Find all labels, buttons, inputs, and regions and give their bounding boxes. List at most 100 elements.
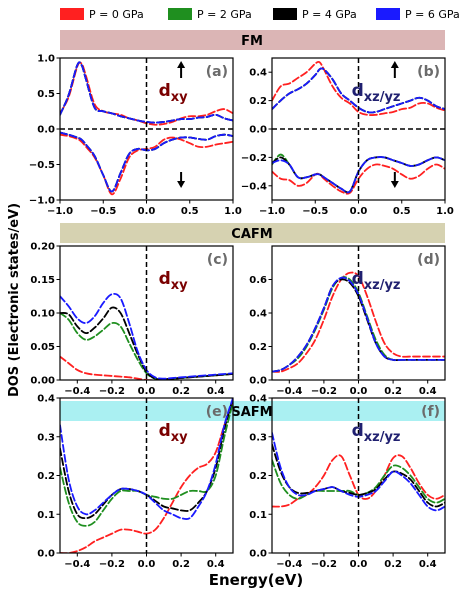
curves (272, 60, 445, 195)
legend-swatch (273, 8, 297, 20)
series-line-down (272, 156, 445, 194)
panel-e: −0.4 −0.2 0.0 0.2 0.4 0.0 0.1 0.2 0.3 0.4 (e) dxy (37, 394, 234, 570)
y-tick-label: 0.10 (30, 309, 55, 320)
x-tick-label: −0.5 (90, 206, 116, 217)
x-tick-label: 0.0 (350, 386, 368, 397)
x-tick-label: 0.0 (350, 559, 368, 570)
spin-up-arrow-icon (177, 61, 186, 78)
y-tick-label: −1.0 (29, 196, 55, 207)
series-line-down (60, 131, 233, 193)
y-tick-label: −0.2 (241, 153, 267, 164)
section-label: FM (241, 34, 263, 49)
y-tick-label: 0.2 (249, 96, 267, 107)
orbital-label: dxy (159, 421, 189, 445)
orbital-label: dxy (159, 269, 189, 293)
panel-f: −0.4 −0.2 0.0 0.2 0.4 0.0 0.1 0.2 0.3 0.4 (f) dxz/y… (249, 394, 446, 570)
y-tick-label: 0.1 (249, 510, 267, 521)
x-tick-label: −0.5 (302, 206, 328, 217)
curves (60, 61, 233, 196)
y-tick-label: 0.15 (30, 275, 55, 286)
legend-label: P = 4 GPa (302, 8, 357, 21)
legend-label: P = 6 GPa (405, 8, 460, 21)
panel-a: −1.0 −0.5 0.0 0.5 1.0 −1.0 −0.5 0.0 0.5 1.0 (a) dxy (29, 54, 242, 218)
y-tick-label: 0.4 (249, 394, 267, 405)
y-tick-label: 0.1 (37, 510, 55, 521)
legend: P = 0 GPa P = 2 GPa P = 4 GPa P = 6 GPa (60, 8, 460, 21)
y-tick-label: 0.4 (249, 68, 267, 79)
x-tick-label: 1.0 (224, 206, 242, 217)
legend-swatch (376, 8, 400, 20)
x-tick-label: −0.2 (99, 386, 125, 397)
y-tick-label: 1.0 (37, 54, 55, 65)
y-tick-label: 0.20 (30, 242, 55, 253)
x-tick-label: −0.4 (64, 559, 90, 570)
legend-swatch (60, 8, 84, 20)
y-tick-label: 0.0 (37, 125, 55, 136)
x-tick-label: 1.0 (436, 206, 454, 217)
x-tick-label: −0.2 (311, 386, 337, 397)
panel-b: −1.0 −0.5 0.0 0.5 1.0 −0.4 −0.2 0.0 0.2 0.4 (b) dxz… (241, 57, 454, 217)
section-bands: FM CAFM SAFM (60, 30, 445, 421)
x-axis-label: Energy(eV) (209, 571, 304, 589)
x-tick-label: 0.4 (207, 559, 225, 570)
y-tick-label: 0.2 (249, 342, 267, 353)
series-line-down (272, 163, 445, 195)
legend-label: P = 0 GPa (89, 8, 144, 21)
x-tick-label: 0.5 (181, 206, 199, 217)
panel-label: (f) (421, 404, 440, 420)
y-tick-label: 0.0 (249, 549, 267, 560)
series-line-up (272, 271, 445, 373)
y-axis-label: DOS (Electronic states/eV) (7, 203, 22, 397)
section-band (60, 223, 445, 243)
x-tick-label: 0.2 (172, 386, 190, 397)
section-band (60, 401, 445, 421)
y-tick-label: 0.6 (249, 275, 267, 286)
panel-label: (c) (207, 252, 228, 268)
panel-label: (b) (417, 64, 440, 80)
orbital-label: dxy (159, 81, 189, 105)
panels: −1.0 −0.5 0.0 0.5 1.0 −1.0 −0.5 0.0 0.5 1.0 (a) dxy… (29, 54, 454, 571)
orbital-label: dxz/yz (352, 81, 401, 105)
spin-down-arrow-icon (177, 172, 186, 188)
x-tick-label: 0.5 (393, 206, 411, 217)
x-tick-label: −0.4 (276, 559, 302, 570)
x-tick-label: 0.4 (207, 386, 225, 397)
spin-down-arrow-icon (390, 172, 399, 188)
x-tick-label: 0.0 (350, 206, 368, 217)
x-tick-label: −1.0 (47, 206, 73, 217)
series-line-up (60, 306, 233, 380)
y-tick-label: 0.3 (37, 432, 55, 443)
series-line-up (60, 61, 233, 124)
y-tick-label: 0.00 (30, 376, 55, 387)
section-label: SAFM (231, 405, 272, 420)
y-tick-label: 0.05 (30, 342, 55, 353)
panel-d: −0.4 −0.2 0.0 0.2 0.4 0.0 0.2 0.4 0.6 (d) dxz/yz (249, 245, 446, 397)
panel-label: (a) (206, 64, 228, 80)
panel-c: −0.4 −0.2 0.0 0.2 0.4 0.00 0.05 0.10 0.15 0.20 (c)… (30, 242, 234, 397)
y-tick-label: 0.5 (37, 89, 55, 100)
x-tick-label: 0.0 (138, 386, 156, 397)
series-line-up (272, 67, 445, 114)
y-tick-label: 0.0 (37, 549, 55, 560)
x-tick-label: 0.4 (419, 386, 437, 397)
legend-label: P = 2 GPa (197, 8, 252, 21)
y-tick-label: 0.0 (249, 376, 267, 387)
y-tick-label: 0.4 (37, 394, 55, 405)
y-tick-label: 0.2 (37, 471, 55, 482)
orbital-label: dxz/yz (352, 421, 401, 445)
series-line-up (272, 60, 445, 116)
x-tick-label: −0.2 (311, 559, 337, 570)
section-band (60, 30, 445, 50)
panel-label: (e) (206, 404, 228, 420)
x-tick-label: 0.2 (172, 559, 190, 570)
spin-up-arrow-icon (390, 61, 399, 78)
y-tick-label: 0.0 (249, 125, 267, 136)
y-tick-label: 0.4 (249, 309, 267, 320)
panel-label: (d) (417, 252, 440, 268)
x-tick-label: −1.0 (259, 206, 285, 217)
x-tick-label: 0.0 (138, 559, 156, 570)
legend-swatch (168, 8, 192, 20)
y-tick-label: 0.2 (249, 471, 267, 482)
y-tick-label: −0.4 (241, 181, 267, 192)
